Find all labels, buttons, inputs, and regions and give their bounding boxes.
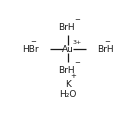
Text: HBr: HBr xyxy=(22,45,39,54)
Text: −: − xyxy=(30,38,36,44)
Text: BrH: BrH xyxy=(97,45,113,54)
Text: Au: Au xyxy=(62,45,74,54)
Text: BrH: BrH xyxy=(58,23,75,32)
Text: −: − xyxy=(105,38,110,44)
Text: K: K xyxy=(65,79,71,88)
Text: 3+: 3+ xyxy=(73,39,82,44)
Text: −: − xyxy=(74,60,80,65)
Text: −: − xyxy=(74,17,80,23)
Text: H₂O: H₂O xyxy=(59,89,76,98)
Text: BrH: BrH xyxy=(58,66,75,75)
Text: +: + xyxy=(71,73,77,79)
